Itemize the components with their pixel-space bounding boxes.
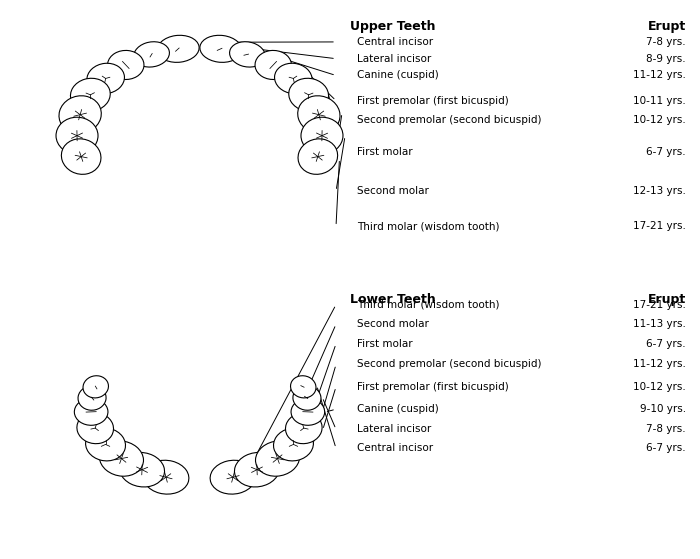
Ellipse shape [83, 376, 108, 398]
Ellipse shape [298, 96, 340, 134]
Ellipse shape [274, 63, 312, 94]
Text: 17-21 yrs.: 17-21 yrs. [633, 221, 686, 231]
Ellipse shape [59, 96, 102, 134]
Text: 11-12 yrs.: 11-12 yrs. [633, 70, 686, 80]
Text: Lateral incisor: Lateral incisor [357, 424, 431, 434]
Text: 9-10 yrs.: 9-10 yrs. [640, 404, 686, 414]
Ellipse shape [289, 78, 328, 111]
Text: Lateral incisor: Lateral incisor [357, 54, 431, 64]
Ellipse shape [230, 42, 265, 67]
Ellipse shape [256, 441, 300, 476]
Text: First premolar (first bicuspid): First premolar (first bicuspid) [357, 382, 509, 392]
Text: 11-13 yrs.: 11-13 yrs. [633, 319, 686, 329]
Text: 6-7 yrs.: 6-7 yrs. [646, 443, 686, 453]
Ellipse shape [291, 399, 325, 425]
Text: First molar: First molar [357, 147, 412, 157]
Ellipse shape [298, 139, 337, 174]
Ellipse shape [200, 35, 242, 63]
Text: 10-12 yrs.: 10-12 yrs. [634, 382, 686, 392]
Ellipse shape [293, 386, 321, 410]
Text: 6-7 yrs.: 6-7 yrs. [646, 147, 686, 157]
Text: Lower Teeth: Lower Teeth [350, 293, 435, 306]
Text: 6-7 yrs.: 6-7 yrs. [646, 339, 686, 349]
Ellipse shape [87, 63, 125, 94]
Text: 12-13 yrs.: 12-13 yrs. [633, 186, 686, 196]
Text: First molar: First molar [357, 339, 412, 349]
Text: Second premolar (second bicuspid): Second premolar (second bicuspid) [357, 115, 542, 125]
Ellipse shape [62, 139, 101, 174]
Text: Second molar: Second molar [357, 319, 429, 329]
Text: Third molar (wisdom tooth): Third molar (wisdom tooth) [357, 221, 500, 231]
Text: Canine (cuspid): Canine (cuspid) [357, 404, 439, 414]
Text: Second molar: Second molar [357, 186, 429, 196]
Ellipse shape [158, 35, 199, 63]
Ellipse shape [56, 117, 98, 154]
Ellipse shape [210, 460, 256, 494]
Text: 8-9 yrs.: 8-9 yrs. [646, 54, 686, 64]
Ellipse shape [77, 413, 113, 444]
Text: 7-8 yrs.: 7-8 yrs. [646, 37, 686, 47]
Text: Erupt: Erupt [648, 20, 686, 32]
Text: Central incisor: Central incisor [357, 443, 433, 453]
Ellipse shape [78, 386, 106, 410]
Ellipse shape [134, 42, 169, 67]
Text: Erupt: Erupt [648, 293, 686, 306]
Text: First premolar (first bicuspid): First premolar (first bicuspid) [357, 96, 509, 106]
Ellipse shape [255, 50, 291, 79]
Ellipse shape [143, 460, 189, 494]
Ellipse shape [108, 50, 144, 79]
Text: 10-12 yrs.: 10-12 yrs. [634, 115, 686, 125]
Text: 10-11 yrs.: 10-11 yrs. [634, 96, 686, 106]
Ellipse shape [99, 441, 144, 476]
Ellipse shape [301, 117, 343, 154]
Ellipse shape [71, 78, 110, 111]
Ellipse shape [120, 452, 164, 487]
Text: Central incisor: Central incisor [357, 37, 433, 47]
Text: Third molar (wisdom tooth): Third molar (wisdom tooth) [357, 300, 500, 310]
Ellipse shape [286, 413, 322, 444]
Text: Upper Teeth: Upper Teeth [350, 20, 435, 32]
Text: 7-8 yrs.: 7-8 yrs. [646, 424, 686, 434]
Text: Canine (cuspid): Canine (cuspid) [357, 70, 439, 80]
Text: 17-21 yrs.: 17-21 yrs. [633, 300, 686, 310]
Text: 11-12 yrs.: 11-12 yrs. [633, 359, 686, 369]
Ellipse shape [85, 428, 125, 461]
Ellipse shape [234, 452, 279, 487]
Ellipse shape [290, 376, 316, 398]
Text: Second premolar (second bicuspid): Second premolar (second bicuspid) [357, 359, 542, 369]
Ellipse shape [74, 399, 108, 425]
Ellipse shape [274, 428, 314, 461]
